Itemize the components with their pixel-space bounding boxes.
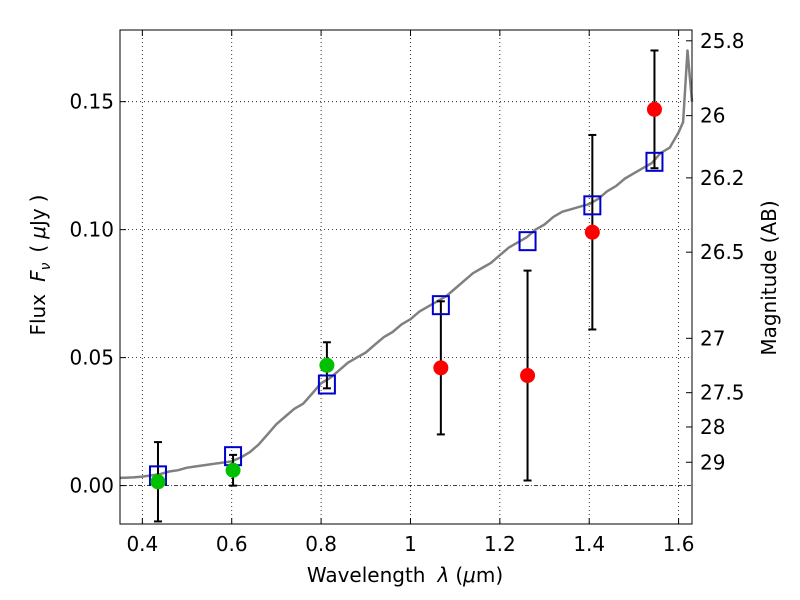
model-square <box>431 295 450 316</box>
mag-tick-label: 26 <box>700 104 725 128</box>
y-tick-label: 0.00 <box>69 474 114 498</box>
mag-tick-label: 27 <box>700 326 725 350</box>
right-axis-ticks: 25.8 26 26.2 26.5 27 27.5 28 29 <box>686 29 745 474</box>
y-axis-ticks: 0.00 0.05 0.10 0.15 <box>69 90 126 498</box>
x-tick-label: 1 <box>404 532 417 556</box>
model-square <box>317 374 336 395</box>
right-axis-label: Magnitude (AB) <box>757 200 781 355</box>
plot-frame <box>119 29 693 525</box>
spectrum-series <box>119 49 694 480</box>
model-square <box>583 195 602 216</box>
x-tick-label: 0.4 <box>126 532 158 556</box>
red-point <box>433 360 449 376</box>
spectrum-line <box>119 49 694 480</box>
grid <box>120 30 692 524</box>
error-bars <box>153 49 659 523</box>
model-squares <box>148 151 664 486</box>
x-tick-label: 1.4 <box>573 532 605 556</box>
y-tick-label: 0.10 <box>69 218 114 242</box>
x-tick-label: 0.6 <box>216 532 248 556</box>
mag-tick-label: 26.2 <box>700 166 745 190</box>
x-tick-label: 1.2 <box>484 532 516 556</box>
y-tick-label: 0.05 <box>69 346 114 370</box>
x-axis-label: Wavelength λ (μm) <box>307 563 503 587</box>
mag-tick-label: 29 <box>700 450 725 474</box>
mag-tick-label: 25.8 <box>700 29 745 53</box>
red-point <box>520 368 536 384</box>
x-axis-ticks: 0.4 0.6 0.8 1 1.2 1.4 1.6 <box>126 30 695 556</box>
green-point <box>150 474 166 490</box>
red-point <box>584 224 600 240</box>
green-point <box>319 357 335 373</box>
y-axis-label: FluxFν(μJy) <box>26 194 54 335</box>
green-point <box>225 462 241 478</box>
mag-tick-label: 28 <box>700 415 725 439</box>
x-tick-label: 1.6 <box>663 532 695 556</box>
x-tick-label: 0.8 <box>305 532 337 556</box>
observed-points <box>150 101 662 490</box>
mag-tick-label: 26.5 <box>700 240 745 264</box>
y-tick-label: 0.15 <box>69 90 114 114</box>
model-square <box>518 231 537 252</box>
mag-tick-label: 27.5 <box>700 381 745 405</box>
model-square <box>645 151 664 172</box>
red-point <box>646 101 662 117</box>
